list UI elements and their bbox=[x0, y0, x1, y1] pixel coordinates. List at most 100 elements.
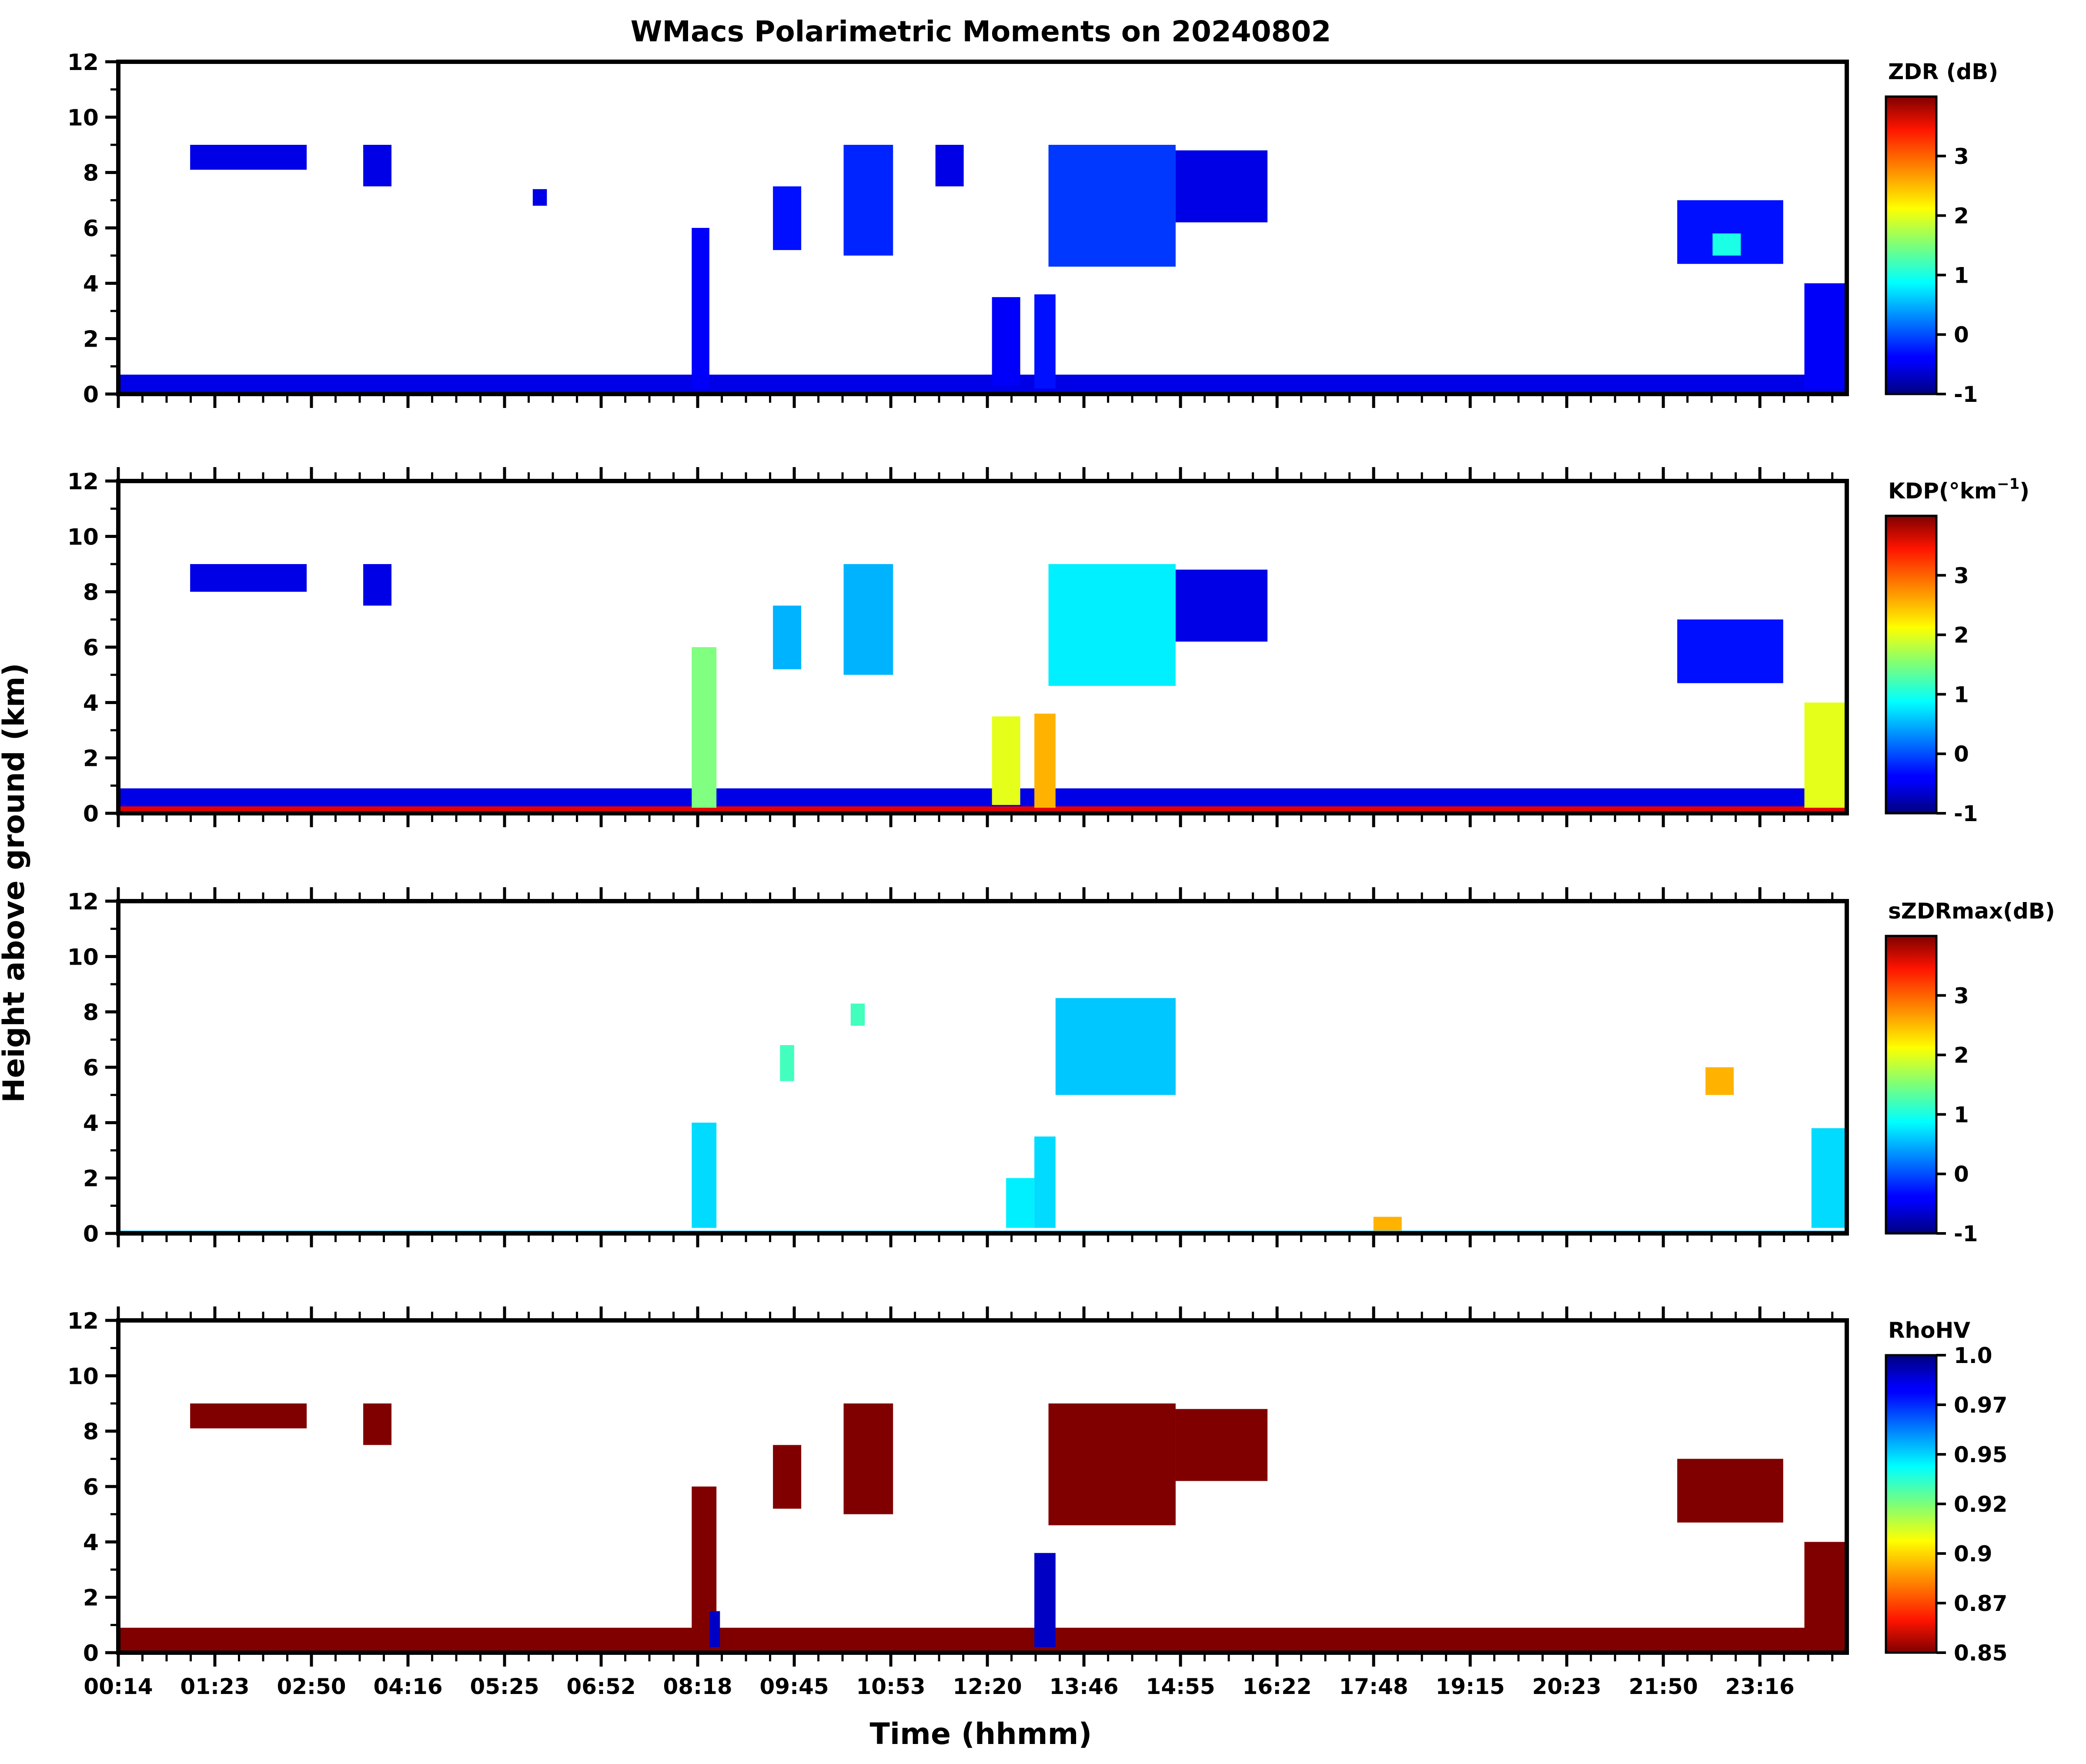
y-tick-label: 6 bbox=[83, 1055, 99, 1081]
y-tick-label: 4 bbox=[83, 1530, 99, 1556]
echo-region bbox=[363, 145, 392, 187]
echo-region bbox=[1175, 1409, 1268, 1481]
echo-region bbox=[1034, 1553, 1056, 1647]
y-tick-label: 12 bbox=[67, 1308, 99, 1334]
echo-region bbox=[1034, 294, 1056, 389]
figure-title: WMacs Polarimetric Moments on 20240802 bbox=[631, 15, 1331, 48]
echo-region bbox=[118, 1627, 1847, 1653]
panel-rhohv: 0 2 4 6 8 10 12 00:14 01:23 02:50 04:16 05:25 06:52 0… bbox=[67, 1306, 2007, 1699]
x-tick-label: 13:46 bbox=[1050, 1674, 1119, 1699]
x-tick-label: 02:50 bbox=[277, 1674, 346, 1699]
echo-region bbox=[843, 564, 893, 675]
colorbar-tick-label: 0.85 bbox=[1954, 1640, 2007, 1666]
echo-region bbox=[843, 145, 893, 256]
colorbar-tick-label: 3 bbox=[1954, 983, 1969, 1009]
x-tick-label: 14:55 bbox=[1146, 1674, 1215, 1699]
x-tick-label: 10:53 bbox=[856, 1674, 926, 1699]
plot-area bbox=[118, 62, 1847, 394]
y-tick-label: 10 bbox=[67, 105, 99, 131]
echo-region bbox=[1048, 564, 1176, 686]
x-tick-label: 01:23 bbox=[180, 1674, 249, 1699]
y-tick-label: 6 bbox=[83, 216, 99, 242]
y-tick-label: 2 bbox=[83, 1166, 99, 1192]
colorbar-rhohv: RhoHV 0.85 0.87 0.9 0.92 0.95 0.97 1.0 bbox=[1885, 1318, 2007, 1666]
y-tick-label: 0 bbox=[83, 1221, 99, 1247]
echo-region bbox=[1048, 1403, 1176, 1526]
x-tick-label: 08:18 bbox=[663, 1674, 732, 1699]
colorbar-tick-label: 1.0 bbox=[1954, 1343, 1992, 1368]
colorbar-label-superscript: −1 bbox=[1997, 475, 2019, 493]
x-tick-label: 04:16 bbox=[373, 1674, 442, 1699]
y-tick-label: 10 bbox=[67, 944, 99, 970]
y-tick-label: 10 bbox=[67, 1363, 99, 1390]
colorbar-tick-label: 0.92 bbox=[1954, 1492, 2007, 1517]
colorbar-label-suffix: ) bbox=[2019, 478, 2029, 504]
x-tick-label: 17:48 bbox=[1339, 1674, 1408, 1699]
y-tick-label: 12 bbox=[67, 469, 99, 495]
y-tick-label: 0 bbox=[83, 801, 99, 827]
echo-region bbox=[935, 145, 964, 187]
echo-region bbox=[1804, 283, 1847, 389]
y-tick-label: 10 bbox=[67, 524, 99, 550]
echo-region bbox=[1677, 1459, 1783, 1523]
echo-region bbox=[1811, 1128, 1847, 1228]
echo-region bbox=[1804, 702, 1847, 808]
echo-region bbox=[692, 1123, 717, 1228]
x-tick-label: 00:14 bbox=[84, 1674, 153, 1699]
plot-area bbox=[118, 1320, 1847, 1653]
echo-region bbox=[780, 1045, 794, 1081]
echo-region bbox=[532, 189, 547, 206]
colorbar-tick-label: 2 bbox=[1954, 623, 1969, 648]
echo-region bbox=[692, 228, 709, 389]
x-tick-label: 19:15 bbox=[1436, 1674, 1505, 1699]
plot-area bbox=[118, 901, 1847, 1233]
echo-region bbox=[190, 564, 307, 592]
echo-region bbox=[1055, 998, 1176, 1095]
y-tick-label: 2 bbox=[83, 746, 99, 772]
x-tick-label: 09:45 bbox=[760, 1674, 829, 1699]
echo-region bbox=[773, 605, 802, 669]
echo-region bbox=[843, 1403, 893, 1514]
colorbar-tick-label: 0 bbox=[1954, 742, 1969, 767]
colorbar-tick-label: 0 bbox=[1954, 1162, 1969, 1187]
colorbar-tick-label: -1 bbox=[1954, 801, 1978, 826]
colorbar-tick-label: -1 bbox=[1954, 382, 1978, 407]
echo-region bbox=[363, 1403, 392, 1445]
echo-region bbox=[1034, 1136, 1056, 1228]
x-tick-label: 12:20 bbox=[953, 1674, 1022, 1699]
colorbar-tick-label: -1 bbox=[1954, 1221, 1978, 1246]
colorbar-label: sZDRmax(dB) bbox=[1888, 899, 2055, 924]
colorbar-tick-label: 2 bbox=[1954, 1043, 1969, 1068]
colorbar-tick-label: 0.97 bbox=[1954, 1393, 2007, 1418]
y-tick-label: 6 bbox=[83, 1474, 99, 1500]
echo-region bbox=[1175, 150, 1268, 223]
colorbar-tick-label: 0 bbox=[1954, 322, 1969, 347]
colorbar-kdp: KDP(°km−1) -1 0 1 2 3 bbox=[1885, 475, 2029, 826]
colorbar-gradient bbox=[1885, 514, 1938, 815]
colorbar-tick-label: 3 bbox=[1954, 563, 1969, 588]
y-tick-label: 8 bbox=[83, 1000, 99, 1026]
x-tick-label: 05:25 bbox=[470, 1674, 539, 1699]
x-tick-label: 23:16 bbox=[1725, 1674, 1795, 1699]
colorbar-szdrmax: sZDRmax(dB) -1 0 1 2 3 bbox=[1885, 899, 2055, 1246]
y-tick-label: 2 bbox=[83, 327, 99, 353]
y-tick-label: 4 bbox=[83, 271, 99, 297]
echo-region bbox=[118, 374, 1847, 394]
y-tick-label: 8 bbox=[83, 580, 99, 606]
colorbar-zdr: ZDR (dB) -1 0 1 2 3 bbox=[1885, 59, 1998, 407]
plot-area bbox=[118, 481, 1847, 813]
echo-region bbox=[692, 647, 717, 808]
colorbar-tick-label: 2 bbox=[1954, 204, 1969, 229]
y-tick-label: 8 bbox=[83, 1419, 99, 1445]
echo-region bbox=[992, 716, 1020, 805]
y-tick-label: 8 bbox=[83, 160, 99, 187]
colorbar-tick-label: 0.87 bbox=[1954, 1591, 2007, 1616]
colorbar-tick-label: 1 bbox=[1954, 1102, 1969, 1127]
echo-region bbox=[1804, 1542, 1847, 1647]
colorbar-tick-label: 1 bbox=[1954, 682, 1969, 707]
x-axis-label: Time (hhmm) bbox=[869, 1717, 1092, 1751]
y-tick-label: 2 bbox=[83, 1585, 99, 1611]
